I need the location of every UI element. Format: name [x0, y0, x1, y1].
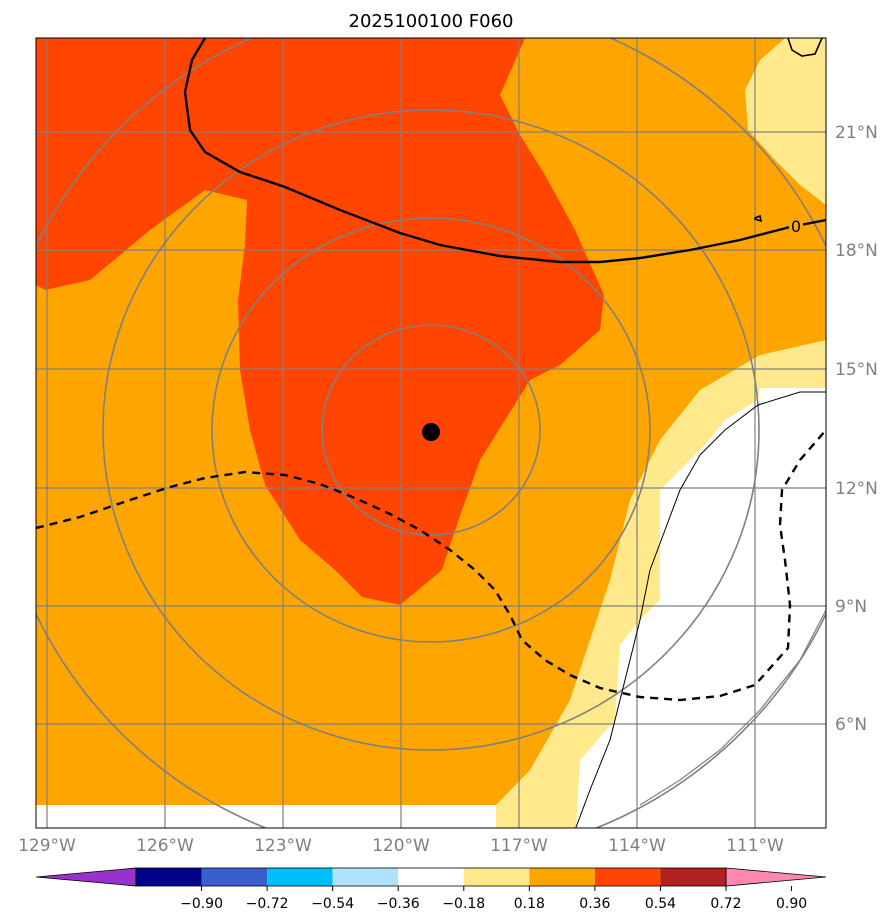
lat-tick-label: 6°N: [835, 715, 867, 735]
colorbar-tick-label: 0.54: [645, 896, 676, 912]
contour-zero-corner: [787, 38, 823, 57]
range-ring: [102, 109, 760, 751]
lon-tick-label: 114°W: [608, 836, 666, 856]
colorbar-extend-high: [725, 867, 827, 887]
contour-dashed: [36, 429, 826, 702]
colorbar-segment: [529, 868, 595, 886]
lon-tick-label: 117°W: [490, 836, 548, 856]
lon-ticks: 129°W 126°W 123°W 120°W 117°W 114°W 111°…: [18, 836, 784, 856]
colorbar-segment: [594, 868, 661, 886]
colorbar-outline: [135, 867, 727, 887]
colorbar-segment: [136, 868, 202, 886]
field-white-southeast: [576, 388, 826, 828]
field-red-orange: [36, 38, 604, 605]
colorbar-tick-label: 0.90: [776, 896, 807, 912]
coastline: [575, 391, 826, 828]
colorbar-segment: [660, 868, 726, 886]
colorbar-extend-low: [35, 867, 137, 887]
lon-tick-label: 129°W: [18, 836, 76, 856]
colorbar-segment: [332, 868, 399, 886]
colorbar-segment: [201, 868, 268, 886]
contour-zero-solid: [183, 38, 826, 264]
range-ring: [211, 217, 651, 643]
colorbar-tick-label: −0.54: [311, 896, 354, 912]
colorbar-tick-label: −0.90: [180, 896, 223, 912]
colorbar-tick-label: −0.18: [442, 896, 485, 912]
map-panel: 0: [36, 38, 826, 828]
colorbar-tick-label: −0.36: [377, 896, 420, 912]
colorbar-segment: [267, 868, 333, 886]
lat-tick-label: 9°N: [835, 597, 867, 617]
lat-ticks: 21°N 18°N 15°N 12°N 9°N 6°N: [835, 123, 878, 735]
colorbar-tick-label: 0.72: [710, 896, 741, 912]
storm-center-marker: [422, 423, 440, 441]
colorbar-segment: [398, 868, 464, 886]
map-frame: [35, 37, 827, 829]
lon-tick-label: 126°W: [136, 836, 194, 856]
colorbar-tick-label: 0.36: [579, 896, 610, 912]
range-rings: [36, 38, 826, 828]
lat-tick-label: 18°N: [835, 241, 878, 261]
lon-tick-label: 120°W: [372, 836, 430, 856]
contour-zero-small: [754, 214, 763, 223]
map-title: 2025100100 F060: [349, 11, 514, 32]
range-ring: [321, 324, 541, 536]
colorbar-segment: [463, 868, 530, 886]
lat-tick-label: 12°N: [835, 479, 878, 499]
lon-tick-label: 111°W: [726, 836, 784, 856]
colorbar-tick-label: 0.18: [514, 896, 545, 912]
contour-label-zero: 0: [791, 217, 801, 236]
lat-tick-label: 21°N: [835, 123, 878, 143]
field-yellow-northeast: [745, 38, 826, 205]
contour-label-bg: [789, 217, 803, 235]
graticule: [36, 38, 826, 828]
lat-tick-label: 15°N: [835, 360, 878, 380]
colorbar-tick-label: −0.72: [246, 896, 289, 912]
coastline-inner: [639, 609, 826, 806]
colorbar: −0.90 −0.72 −0.54 −0.36 −0.18 0.18 0.36 0.54 0.7…: [35, 867, 827, 912]
field-white-bottom: [36, 805, 496, 828]
lon-tick-label: 123°W: [254, 836, 312, 856]
